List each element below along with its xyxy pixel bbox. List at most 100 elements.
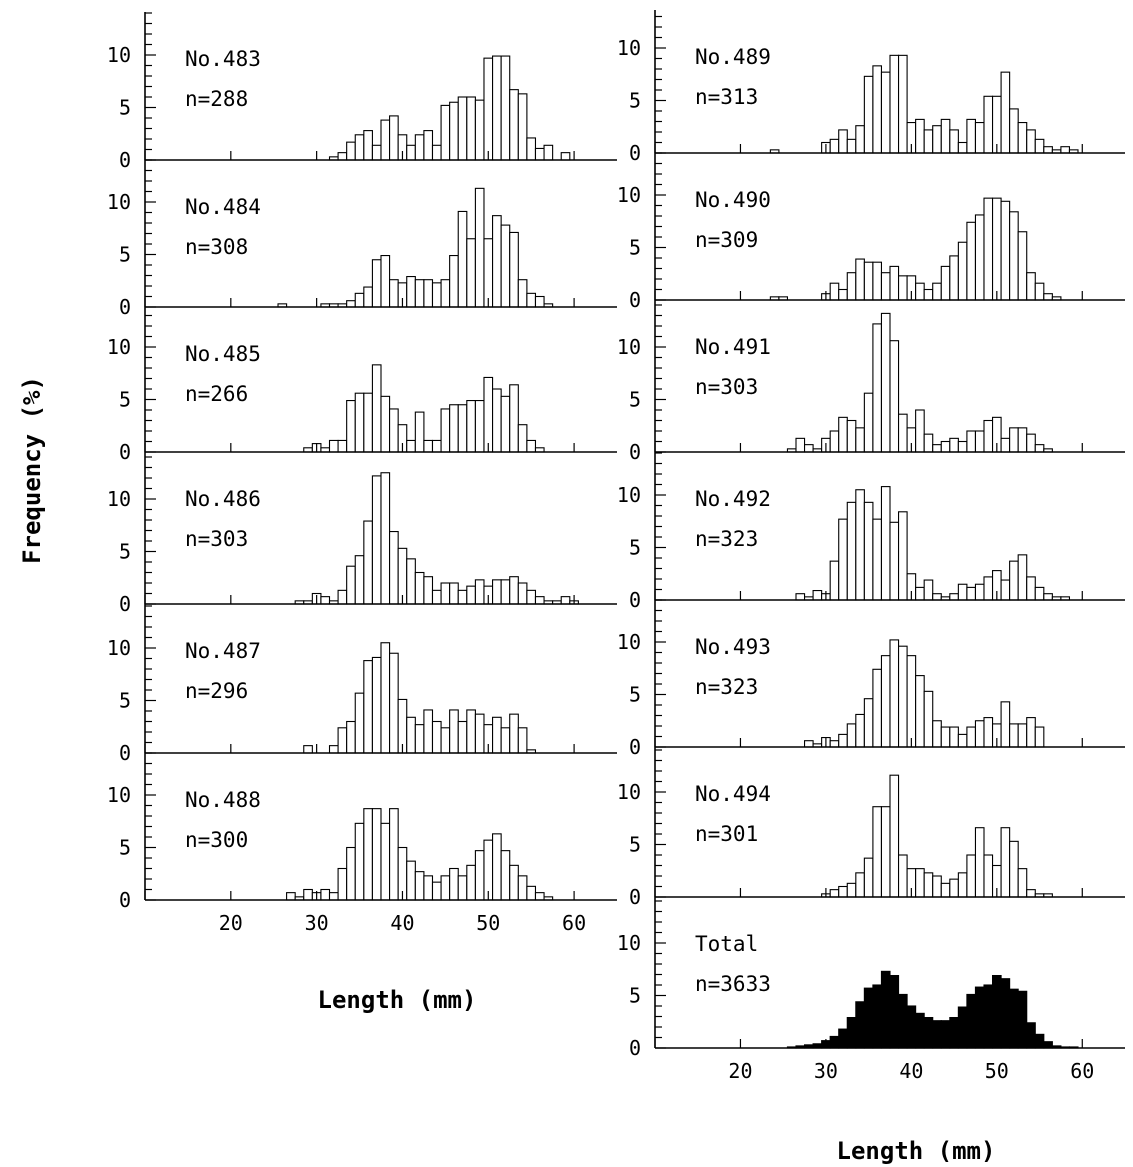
sample-size-label: n=3633	[695, 972, 771, 996]
histogram-bar	[983, 984, 994, 1049]
histogram-bar	[389, 279, 399, 308]
y-tick-label: 0	[119, 440, 131, 464]
histogram-bar	[517, 93, 528, 161]
panel-id-label: No.491	[695, 335, 771, 359]
y-tick-label: 5	[119, 388, 131, 412]
histogram-bar	[371, 364, 382, 453]
sample-size-label: n=288	[185, 87, 248, 111]
panel-id-label: No.487	[185, 639, 261, 663]
x-tick-label: 30	[305, 911, 329, 935]
sample-size-label: n=303	[695, 375, 758, 399]
histogram-bar	[1009, 560, 1019, 601]
panel-no483: 0 5 10 No.483 n=288	[107, 12, 617, 172]
panel-no493: 0 5 10 No.493 n=323	[617, 599, 1125, 759]
y-tick-label: 0	[629, 440, 641, 464]
histogram-bar	[1017, 554, 1028, 601]
y-tick-label: 0	[119, 295, 131, 319]
panel-id-label: No.486	[185, 487, 261, 511]
y-tick-label: 10	[617, 780, 641, 804]
histogram-bar	[915, 675, 925, 748]
y-tick-label: 5	[629, 89, 641, 113]
histogram-bar	[991, 974, 1002, 1049]
histogram-bar	[846, 723, 857, 748]
panel-no492: 0 5 10 No.492 n=323	[617, 452, 1125, 612]
histogram-bar	[855, 713, 865, 748]
histogram-bar	[466, 864, 476, 901]
x-tick-label: 40	[390, 911, 414, 935]
histogram-bar	[897, 854, 908, 898]
histogram-bar	[457, 96, 468, 161]
panel-no489: 0 5 10 No.489 n=313	[617, 10, 1125, 165]
histogram-bar	[534, 147, 545, 161]
histogram-bar	[406, 275, 416, 308]
sample-size-label: n=323	[695, 675, 758, 699]
histogram-bar	[863, 261, 874, 301]
histogram-bar	[328, 745, 339, 754]
histogram-bar	[940, 882, 951, 898]
histogram-bar	[863, 987, 874, 1049]
histogram-bar	[846, 138, 857, 154]
x-tick-label: 50	[985, 1059, 1009, 1083]
histogram-bar	[363, 392, 373, 453]
histogram-bar	[872, 65, 883, 154]
histogram-bar	[431, 881, 442, 901]
histogram-bar	[838, 1028, 848, 1049]
histogram-bar	[380, 472, 391, 605]
histogram-bar	[940, 440, 951, 453]
histogram-bar	[974, 214, 985, 301]
histogram-bar	[560, 152, 571, 161]
histogram-bar	[440, 104, 451, 161]
histogram-bar	[1009, 211, 1019, 301]
histogram-bar	[872, 323, 883, 453]
histogram-bar	[1034, 726, 1045, 748]
y-tick-label: 5	[629, 236, 641, 260]
histogram-bar	[354, 822, 365, 901]
histogram-bar	[1009, 840, 1019, 898]
y-tick-label: 5	[119, 689, 131, 713]
histogram-bar	[966, 993, 977, 1049]
histogram-bar	[449, 709, 459, 754]
histogram-bar	[1034, 586, 1045, 601]
histogram-bar	[974, 827, 985, 898]
x-tick-label: 20	[728, 1059, 752, 1083]
histogram-bar	[803, 740, 814, 748]
histogram-bar	[337, 867, 348, 901]
histogram-bar	[855, 489, 865, 601]
sample-size-label: n=266	[185, 382, 248, 406]
histogram-bar	[474, 187, 485, 308]
histogram-bar	[354, 392, 365, 453]
histogram-bar	[371, 144, 382, 161]
panel-no494: 0 5 10 No.494 n=301	[617, 747, 1125, 909]
histogram-bar	[492, 215, 502, 308]
histogram-bar	[380, 822, 391, 901]
histogram-bar	[829, 560, 840, 601]
histogram-bar	[1009, 723, 1019, 748]
histogram-bar	[915, 868, 925, 898]
histogram-bar	[483, 57, 494, 161]
panel-total: 0 5 10 20 30 40 50 60 Total n=3633	[617, 897, 1125, 1083]
histogram-bar	[863, 857, 874, 898]
histogram-bar	[846, 1016, 857, 1049]
histogram-bar	[957, 733, 968, 748]
sample-size-label: n=308	[185, 235, 248, 259]
panel-id-label: No.484	[185, 195, 261, 219]
histogram-bar	[380, 642, 391, 754]
histogram-bar	[517, 424, 528, 453]
histogram-bar	[474, 579, 485, 605]
histogram-bar	[414, 871, 425, 901]
histogram-bar	[1017, 231, 1028, 301]
y-tick-label: 5	[629, 833, 641, 857]
histogram-bar	[949, 878, 959, 898]
x-tick-label: 40	[899, 1059, 923, 1083]
histogram-bar	[1026, 129, 1036, 154]
histogram-bar	[915, 409, 925, 453]
histogram-bar	[889, 521, 900, 601]
histogram-bar	[406, 439, 416, 453]
histogram-bar	[932, 1020, 942, 1049]
y-tick-label: 10	[107, 487, 131, 511]
y-tick-label: 10	[107, 783, 131, 807]
histogram-bar	[974, 430, 985, 453]
y-tick-label: 5	[629, 683, 641, 707]
histogram-bar	[337, 727, 348, 754]
